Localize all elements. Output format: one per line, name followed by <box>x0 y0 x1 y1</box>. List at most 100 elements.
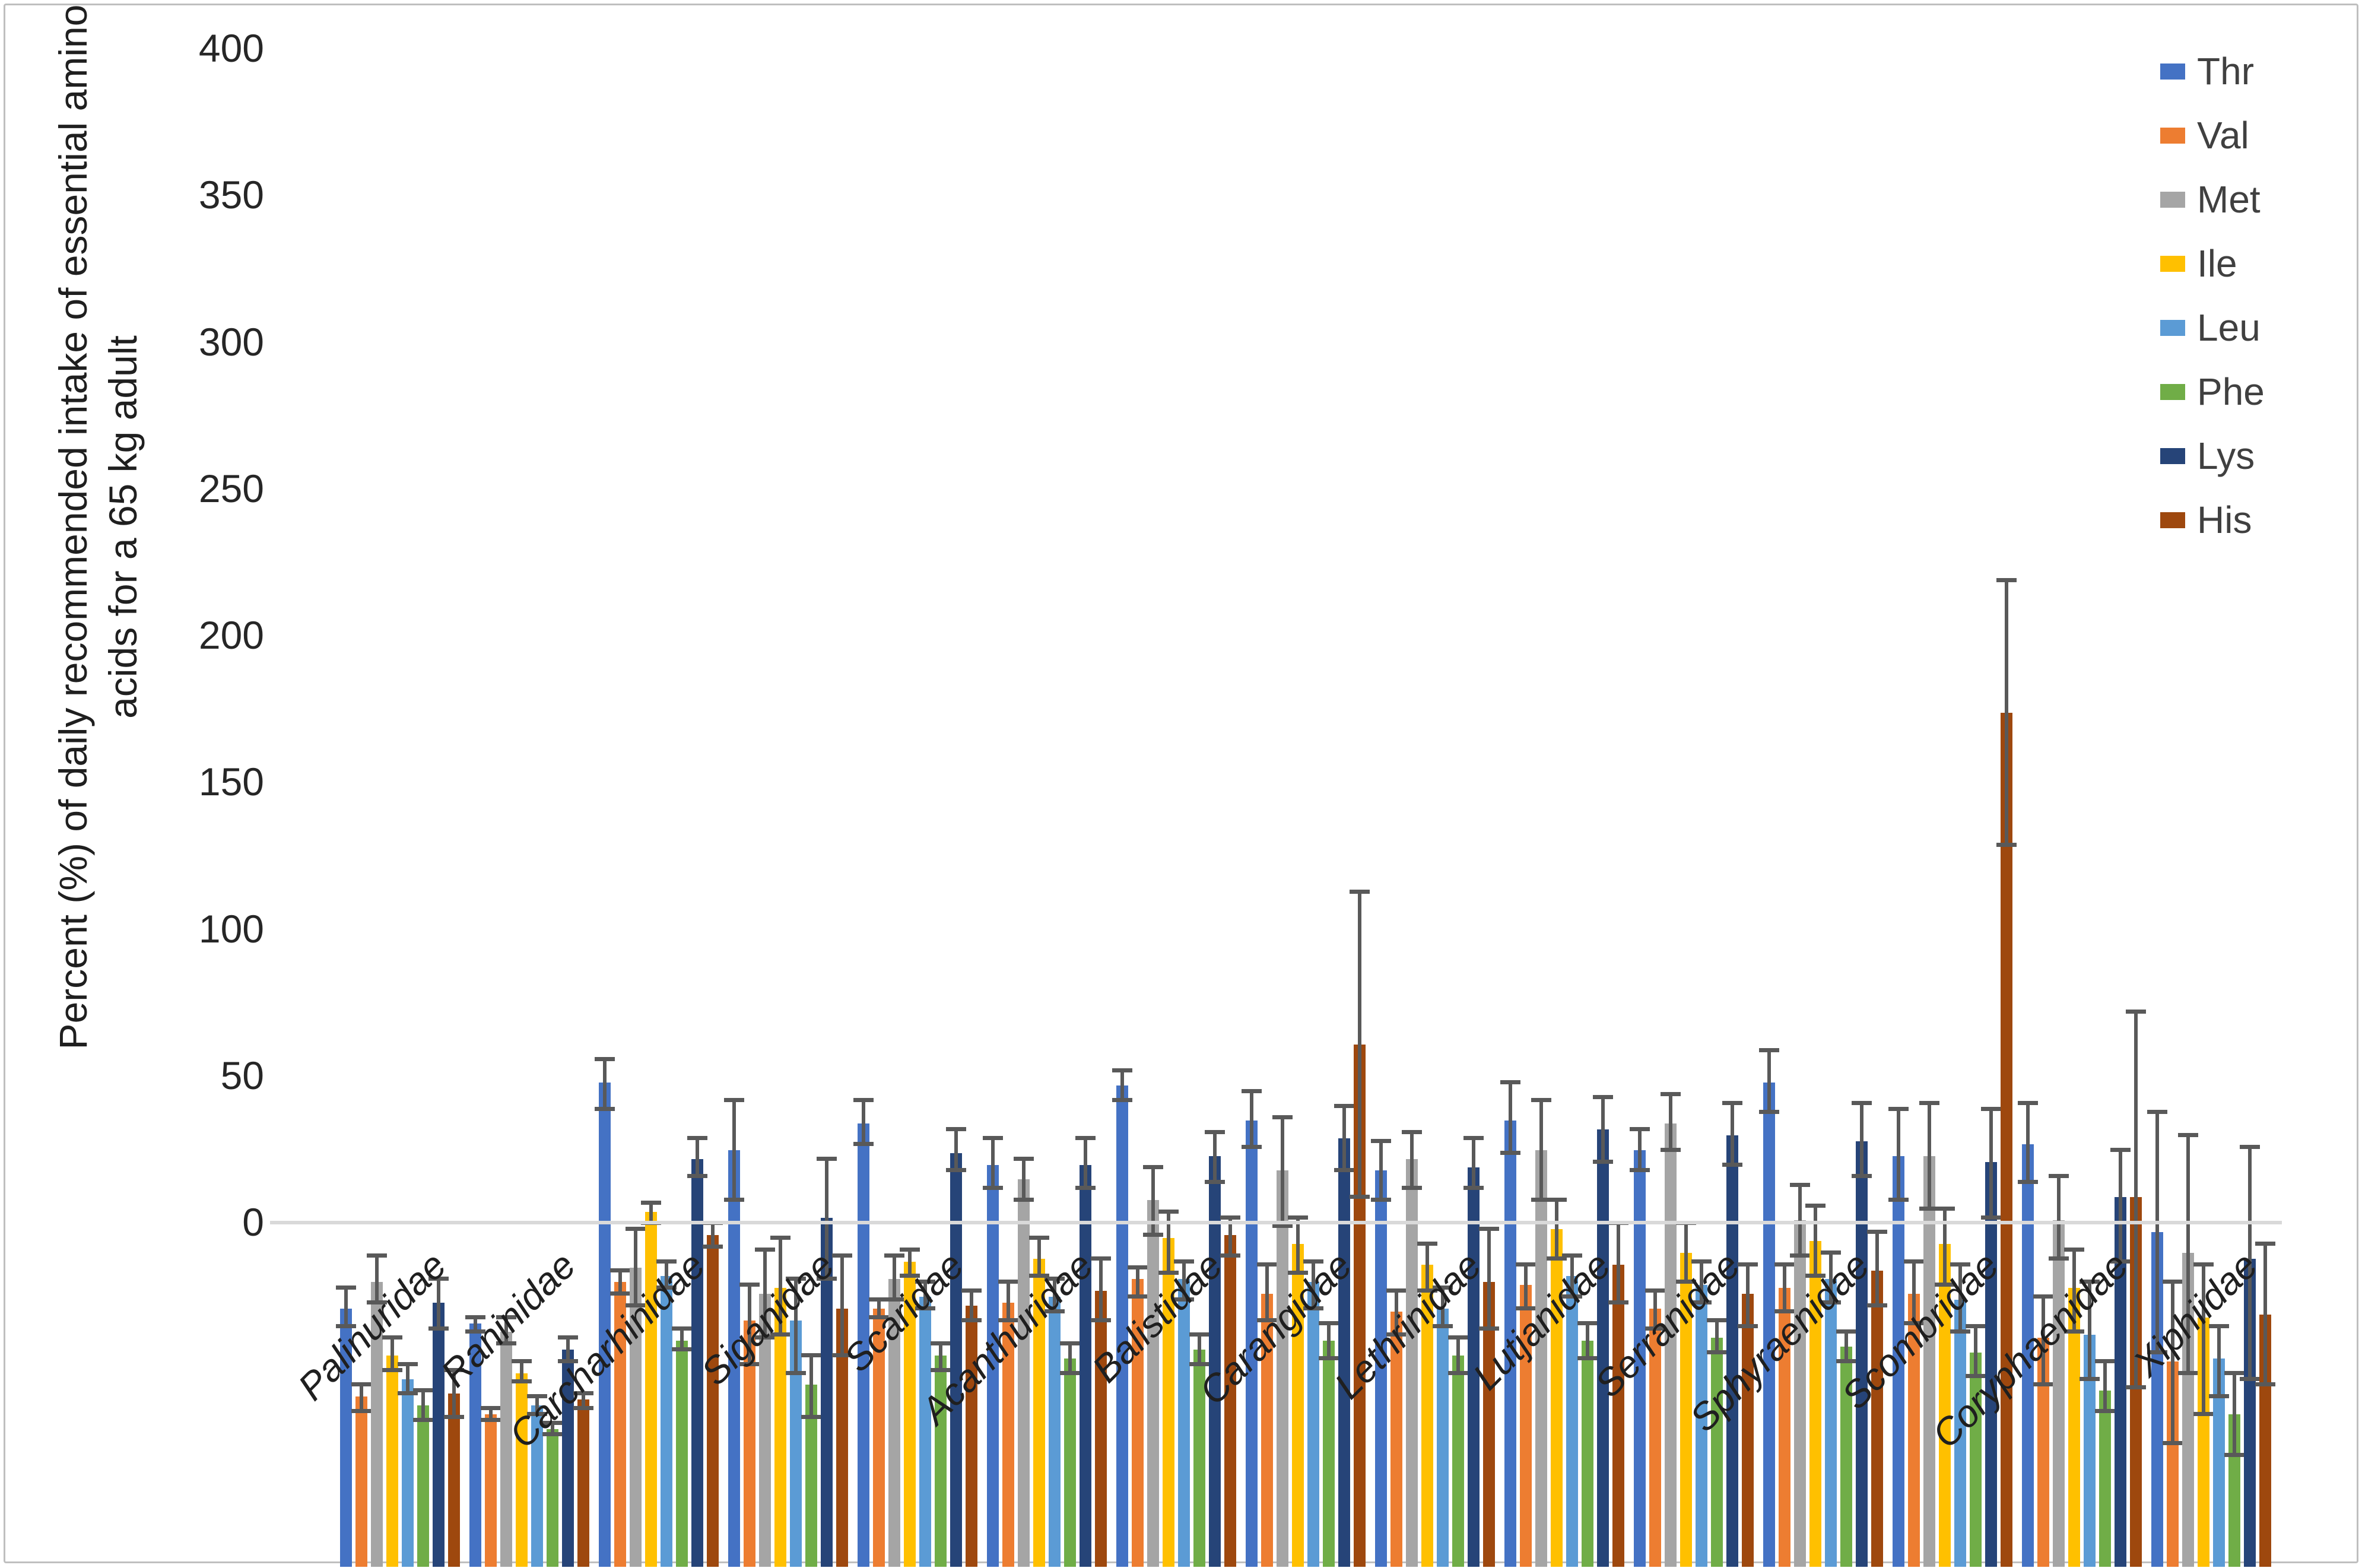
bar-Balistidae-Phe <box>1193 1350 1205 1567</box>
bar-Scaridae-Leu <box>919 1297 931 1567</box>
legend-label-Thr: Thr <box>2197 50 2254 93</box>
error-bar-line <box>603 1059 607 1109</box>
bar-Carangidae-Met <box>1277 1170 1288 1567</box>
error-bar-cap-bottom <box>367 1300 387 1304</box>
error-bar-cap-top <box>512 1359 532 1363</box>
bar-slot-Thr <box>465 1315 485 1567</box>
bar-Carangidae-His <box>1354 1045 1366 1567</box>
error-bar-cap-bottom <box>961 1318 982 1322</box>
error-bar-line <box>649 1202 653 1223</box>
bar-group-Balistidae <box>1112 345 1241 1567</box>
bar-Coryphaenidae-Met <box>2053 1220 2065 1567</box>
bar-Coryphaenidae-Leu <box>2084 1335 2096 1567</box>
error-bar-cap-bottom <box>336 1324 356 1328</box>
error-bar-cap-top <box>2110 1148 2131 1152</box>
error-bar-cap-top <box>832 1253 852 1258</box>
legend-item-Val: Val <box>2160 116 2265 154</box>
error-bar-cap-top <box>1593 1095 1613 1099</box>
bar-slot-Met <box>1531 1098 1551 1567</box>
error-bar-cap-bottom <box>983 1186 1003 1190</box>
error-bar-cap-top <box>1045 1277 1065 1281</box>
error-bar-cap-top <box>1075 1136 1096 1140</box>
error-bar-cap-bottom <box>1919 1207 1939 1211</box>
error-bar-cap-top <box>2080 1280 2100 1284</box>
legend-label-His: His <box>2197 499 2252 541</box>
bar-Lethrinidae-Ile <box>1421 1265 1433 1567</box>
error-bar-cap-bottom <box>413 1418 433 1422</box>
legend-swatch-Ile <box>2160 255 2185 272</box>
error-bar-cap-bottom <box>1645 1326 1665 1331</box>
bar-Palinuridae-Phe <box>417 1405 429 1567</box>
bar-Raninidae-Leu <box>531 1405 543 1567</box>
error-bar-cap-top <box>1950 1262 1970 1267</box>
bar-Palinuridae-Lys <box>433 1303 445 1567</box>
error-bar-cap-top <box>1722 1101 1742 1105</box>
legend-item-Lys: Lys <box>2160 437 2265 475</box>
bar-Sphyraenidae-Thr <box>1763 1083 1775 1567</box>
bar-slot-Thr <box>1888 1107 1909 1567</box>
error-bar-cap-top <box>351 1382 372 1386</box>
bar-slot-Val <box>351 1382 372 1567</box>
error-bar-line <box>1342 1106 1346 1170</box>
error-bar-cap-top <box>1821 1250 1841 1255</box>
error-bar-cap-top <box>961 1288 982 1293</box>
y-tick-label-300: 300 <box>198 319 264 364</box>
error-bar-line <box>1281 1118 1284 1226</box>
bar-slot-Lys <box>1075 1136 1096 1567</box>
error-bar-cap-top <box>428 1277 449 1281</box>
error-bar-cap-bottom <box>1577 1356 1598 1360</box>
error-bar-cap-top <box>786 1277 806 1281</box>
error-bar-cap-top <box>1402 1130 1422 1134</box>
bar-Lethrinidae-Thr <box>1375 1170 1387 1567</box>
bar-Carcharhinidae-Leu <box>661 1276 672 1567</box>
error-bar-line <box>1068 1344 1072 1373</box>
error-bar-cap-bottom <box>1608 1300 1628 1304</box>
bar-slot-Thr <box>2018 1101 2038 1567</box>
error-bar-cap-top <box>1888 1107 1909 1111</box>
error-bar-cap-bottom <box>2080 1377 2100 1381</box>
error-bar-cap-bottom <box>1691 1300 1712 1304</box>
error-bar-cap-bottom <box>1867 1303 1887 1307</box>
error-bar-cap-top <box>2240 1145 2260 1149</box>
error-bar-line <box>1767 1050 1771 1112</box>
bar-Lethrinidae-Leu <box>1437 1309 1449 1567</box>
error-bar-cap-bottom <box>1531 1198 1551 1202</box>
bar-slot-Met <box>2178 1133 2198 1567</box>
bar-slot-Met <box>1919 1101 1939 1567</box>
error-bar-cap-top <box>1919 1101 1939 1105</box>
bar-slot-Phe <box>1577 1321 1598 1567</box>
error-bar-cap-bottom <box>2064 1329 2084 1334</box>
bar-slot-Ile <box>1935 1207 1955 1567</box>
error-bar-cap-bottom <box>2033 1382 2053 1386</box>
error-bar-cap-bottom <box>1417 1288 1437 1293</box>
bar-Lutjanidae-Leu <box>1566 1276 1578 1567</box>
error-bar-line <box>1783 1265 1786 1312</box>
error-bar-line <box>1715 1321 1719 1353</box>
error-bar-line <box>452 1370 456 1417</box>
error-bar-cap-bottom <box>1562 1294 1582 1299</box>
y-axis-title: Percent (%) of daily recommended intake … <box>48 0 148 1055</box>
error-bar-line <box>1084 1138 1087 1188</box>
y-tick-label-150: 150 <box>198 760 264 804</box>
bar-slot-Thr <box>853 1098 874 1567</box>
error-bar-cap-bottom <box>1075 1186 1096 1190</box>
error-bar-line <box>474 1317 477 1332</box>
bar-Scaridae-Ile <box>904 1262 916 1567</box>
error-bar-cap-top <box>1463 1136 1484 1140</box>
error-bar-cap-top <box>2178 1133 2198 1137</box>
error-bar-line <box>551 1423 554 1434</box>
bar-slot-Val <box>1257 1262 1277 1567</box>
bar-slot-Leu <box>1174 1259 1194 1567</box>
error-bar-cap-bottom <box>527 1412 547 1416</box>
bar-Scaridae-His <box>966 1306 977 1567</box>
bar-slot-Leu <box>915 1280 935 1567</box>
error-bar-line <box>489 1408 493 1420</box>
y-tick-label-400: 400 <box>198 26 264 70</box>
error-bar-cap-top <box>2255 1242 2275 1246</box>
bar-Scombridae-Met <box>1923 1156 1935 1567</box>
error-bar-cap-bottom <box>2255 1382 2275 1386</box>
bar-slot-Phe <box>2224 1371 2244 1567</box>
bar-Palinuridae-Leu <box>402 1379 414 1567</box>
error-bar-cap-top <box>1319 1321 1339 1325</box>
error-bar-cap-bottom <box>656 1285 677 1290</box>
